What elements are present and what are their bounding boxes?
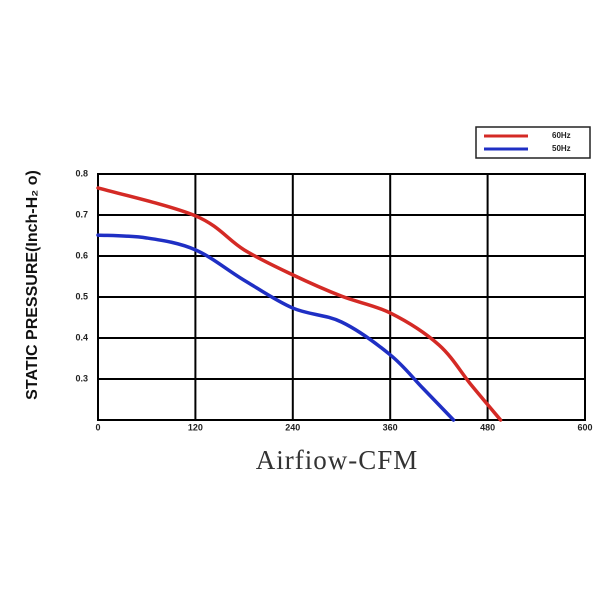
series-line xyxy=(96,186,503,422)
y-tick-label: 0.7 xyxy=(75,209,88,219)
x-tick-label: 480 xyxy=(480,422,495,432)
x-tick-label: 600 xyxy=(577,422,592,432)
y-tick-label: 0.5 xyxy=(75,291,88,301)
x-tick-label: 240 xyxy=(285,422,300,432)
x-tick-label: 120 xyxy=(188,422,203,432)
legend-box xyxy=(475,126,591,159)
x-tick-label: 360 xyxy=(383,422,398,432)
y-tick-label: 0.3 xyxy=(75,373,88,383)
series-line xyxy=(96,233,456,422)
x-axis-label: Airfiow-CFM xyxy=(256,445,419,475)
x-tick-label: 0 xyxy=(95,422,100,432)
y-tick-label: 0.8 xyxy=(75,168,88,178)
legend-label: 60Hz xyxy=(552,131,571,140)
legend-label: 50Hz xyxy=(552,144,571,153)
y-tick-label: 0.6 xyxy=(75,250,88,260)
y-axis-label: STATIC PRESSURE(Inch-H₂ o) xyxy=(24,170,41,400)
y-tick-label: 0.4 xyxy=(75,332,88,342)
